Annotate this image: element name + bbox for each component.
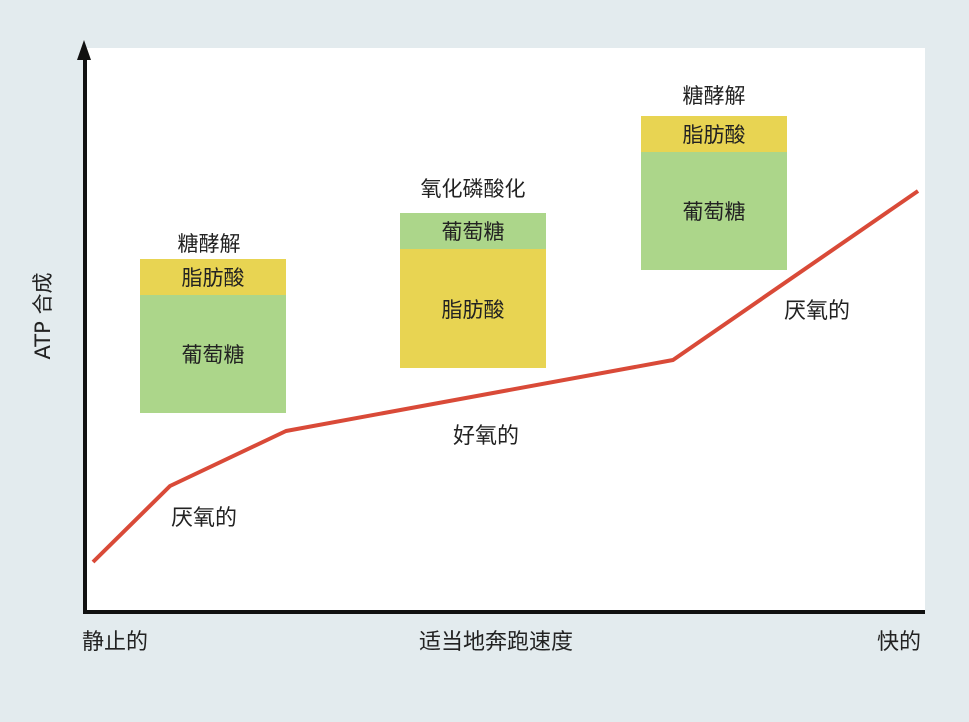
block-2-glucose-segment: 葡萄糖 xyxy=(400,213,546,249)
curve-label-aerobic: 好氧的 xyxy=(453,424,520,449)
block-1-title: 糖酵解 xyxy=(177,232,241,256)
block-2-title: 氧化磷酸化 xyxy=(420,177,526,201)
y-axis-arrowhead xyxy=(77,40,91,60)
block-3-title: 糖酵解 xyxy=(682,84,746,108)
curve-label-anaerobic-low: 厌氧的 xyxy=(171,506,238,531)
y-axis-label: ATP 合成 xyxy=(31,272,55,360)
block-1-fat-segment: 脂肪酸 xyxy=(140,259,286,295)
curve-label-anaerobic-high: 厌氧的 xyxy=(784,299,851,324)
block-1-stack: 脂肪酸 葡萄糖 xyxy=(140,259,286,413)
block-1-glucose-segment: 葡萄糖 xyxy=(140,295,286,413)
x-label-moderate: 适当地奔跑速度 xyxy=(419,630,574,655)
x-label-fast: 快的 xyxy=(877,630,922,655)
block-3-fat-segment: 脂肪酸 xyxy=(641,116,787,152)
block-2-fat-segment: 脂肪酸 xyxy=(400,249,546,368)
block-3-stack: 脂肪酸 葡萄糖 xyxy=(641,116,787,270)
x-label-rest: 静止的 xyxy=(82,630,149,655)
block-2-stack: 葡萄糖 脂肪酸 xyxy=(400,213,546,368)
atp-curve xyxy=(91,189,920,564)
block-3-glucose-segment: 葡萄糖 xyxy=(641,152,787,270)
